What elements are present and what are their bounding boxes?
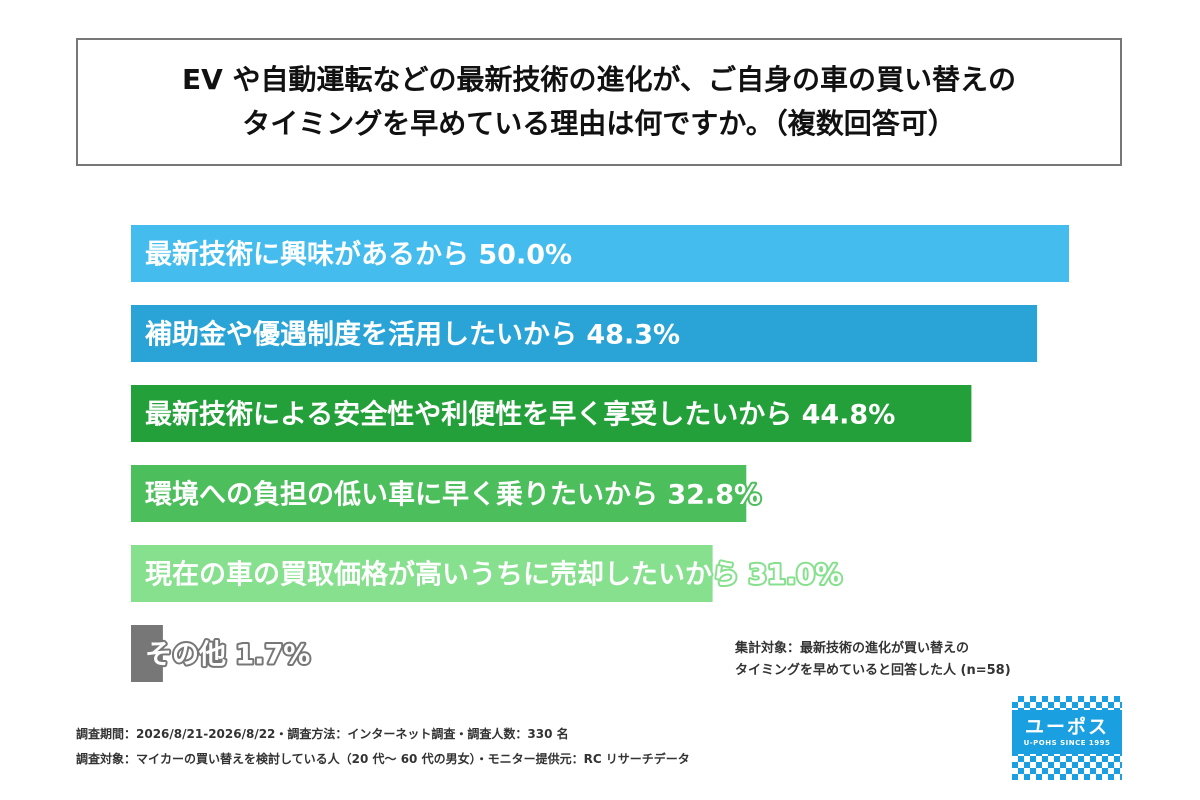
brand-logo-panel: ユーポス U-POHS SINCE 1995 (1012, 710, 1122, 754)
bar-label-4: 環境への負担の低い車に早く乗りたいから 32.8% (145, 480, 761, 511)
bar-value-label-5: 31.0% (739, 560, 842, 591)
bar-value-label-6: 1.7% (226, 640, 310, 671)
bar-category-label-3: 最新技術による安全性や利便性を早く享受したいから (145, 399, 792, 431)
bar-label-2: 補助金や優遇制度を活用したいから 48.3% (144, 319, 680, 351)
bar-value-label-2: 48.3% (577, 320, 680, 351)
bar-value-label-3: 44.8% (792, 400, 895, 431)
brand-logo-name: ユーポス (1024, 716, 1109, 738)
bar-category-label-1: 最新技術に興味があるから (145, 239, 469, 271)
bar-category-label-6: その他 (145, 640, 226, 671)
bar-label-3: 最新技術による安全性や利便性を早く享受したいから 44.8% (145, 399, 895, 431)
bar-category-label-2: 補助金や優遇制度を活用したいから (144, 319, 577, 351)
brand-logo-tagline: U-POHS SINCE 1995 (1023, 739, 1111, 747)
bar-category-label-5: 現在の車の買取価格が高いうちに売却したいから (145, 559, 739, 591)
sample-note: 集計対象：最新技術の進化が買い替えの タイミングを早めていると回答した人 (n=… (735, 638, 1011, 682)
bar-3 (131, 385, 972, 442)
chart-title-box: EV や自動運転などの最新技術の進化が、ご自身の車の買い替えの タイミングを早め… (76, 38, 1122, 166)
bar-value-label-4: 32.8% (658, 480, 761, 511)
chart-title-line-1: EV や自動運転などの最新技術の進化が、ご自身の車の買い替えの (182, 63, 1016, 96)
bar-category-label-4: 環境への負担の低い車に早く乗りたいから (145, 480, 658, 511)
bar-6 (131, 625, 163, 682)
bar-4 (131, 465, 747, 522)
sample-note-line-2: タイミングを早めていると回答した人 (n=58) (735, 663, 1011, 678)
bar-label-6: その他 1.7% (145, 640, 310, 671)
bar-2 (131, 305, 1038, 362)
chart-title-line-2: タイミングを早めている理由は何ですか。（複数回答可） (242, 107, 956, 140)
survey-footer: 調査期間：2026/8/21-2026/8/22・調査方法：インターネット調査・… (76, 722, 690, 772)
bar-value-label-1: 50.0% (469, 240, 572, 271)
bar-5 (131, 545, 713, 602)
survey-period-line: 調査期間：2026/8/21-2026/8/22・調査方法：インターネット調査・… (76, 727, 569, 741)
bar-label-1: 最新技術に興味があるから 50.0% (145, 239, 572, 271)
bar-label-5: 現在の車の買取価格が高いうちに売却したいから 31.0% (145, 559, 842, 591)
survey-target-line: 調査対象：マイカーの買い替えを検討している人（20 代〜 60 代の男女）・モニ… (76, 752, 690, 766)
brand-logo: ユーポス U-POHS SINCE 1995 (1012, 696, 1122, 780)
sample-note-line-1: 集計対象：最新技術の進化が買い替えの (735, 641, 970, 656)
bar-1 (131, 225, 1069, 282)
